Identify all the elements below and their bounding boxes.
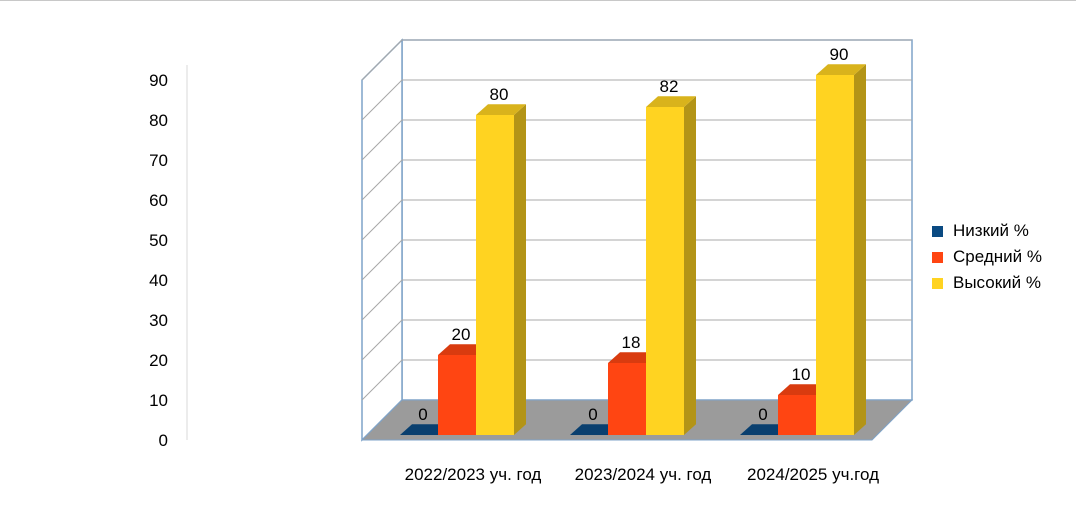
legend-label-high: Высокий %: [953, 273, 1041, 292]
x-category-label-1: 2023/2024 уч. год: [575, 465, 712, 484]
data-label-0-2: 80: [490, 85, 509, 104]
y-tick-label-0: 0: [159, 431, 168, 450]
data-label-2-0: 0: [758, 405, 767, 424]
x-category-label-2: 2024/2025 уч.год: [747, 465, 879, 484]
y-tick-label-8: 80: [149, 111, 168, 130]
gridline-6: [361, 159, 912, 201]
x-category-label-0: 2022/2023 уч. год: [405, 465, 542, 484]
bar-0-1: [438, 355, 476, 435]
bar-side-2-2: [854, 64, 866, 435]
bar-top-2-2: [816, 64, 866, 75]
y-tick-label-1: 10: [149, 391, 168, 410]
bar-top-1-2: [646, 96, 696, 107]
data-label-1-2: 82: [660, 77, 679, 96]
legend-swatch-high: [932, 277, 943, 289]
legend-label-low: Низкий %: [953, 221, 1029, 240]
bar-top-1-1: [608, 352, 658, 363]
data-label-2-1: 10: [792, 365, 811, 384]
data-label-1-0: 0: [588, 405, 597, 424]
gridline-9: [361, 39, 912, 81]
y-tick-label-7: 70: [149, 151, 168, 170]
bar-top-1-0: [570, 424, 620, 435]
bar-side-0-2: [514, 104, 526, 435]
gridline-7: [361, 119, 912, 161]
data-label-2-2: 90: [830, 45, 849, 64]
y-tick-label-5: 50: [149, 231, 168, 250]
legend-swatch-medium: [932, 251, 943, 263]
data-label-0-1: 20: [452, 325, 471, 344]
legend-item-medium: Средний %: [932, 244, 1042, 270]
gridline-8: [361, 79, 912, 121]
bar-side-1-2: [684, 96, 696, 435]
bar-2-1: [778, 395, 816, 435]
gridline-5: [361, 199, 912, 241]
gridline-3: [361, 279, 912, 321]
y-tick-label-6: 60: [149, 191, 168, 210]
bar-top-2-0: [740, 424, 790, 435]
bar-0-2: [476, 115, 514, 435]
y-tick-label-2: 20: [149, 351, 168, 370]
legend-item-high: Высокий %: [932, 270, 1042, 296]
y-tick-label-9: 90: [149, 71, 168, 90]
legend-label-medium: Средний %: [953, 247, 1042, 266]
gridline-1: [361, 359, 912, 401]
legend-item-low: Низкий %: [932, 218, 1042, 244]
y-tick-label-3: 30: [149, 311, 168, 330]
bar-top-0-0: [400, 424, 450, 435]
data-label-1-1: 18: [622, 333, 641, 352]
bar-1-2: [646, 107, 684, 435]
bar-top-2-1: [778, 384, 828, 395]
top-rule: [0, 0, 1076, 1]
bar-2-2: [816, 75, 854, 435]
legend-swatch-low: [932, 225, 943, 237]
gridline-4: [361, 239, 912, 281]
legend: Низкий % Средний % Высокий %: [932, 218, 1042, 296]
y-tick-label-4: 40: [149, 271, 168, 290]
data-label-0-0: 0: [418, 405, 427, 424]
bar-top-0-2: [476, 104, 526, 115]
gridline-2: [361, 319, 912, 361]
bar-1-1: [608, 363, 646, 435]
bar-top-0-1: [438, 344, 488, 355]
